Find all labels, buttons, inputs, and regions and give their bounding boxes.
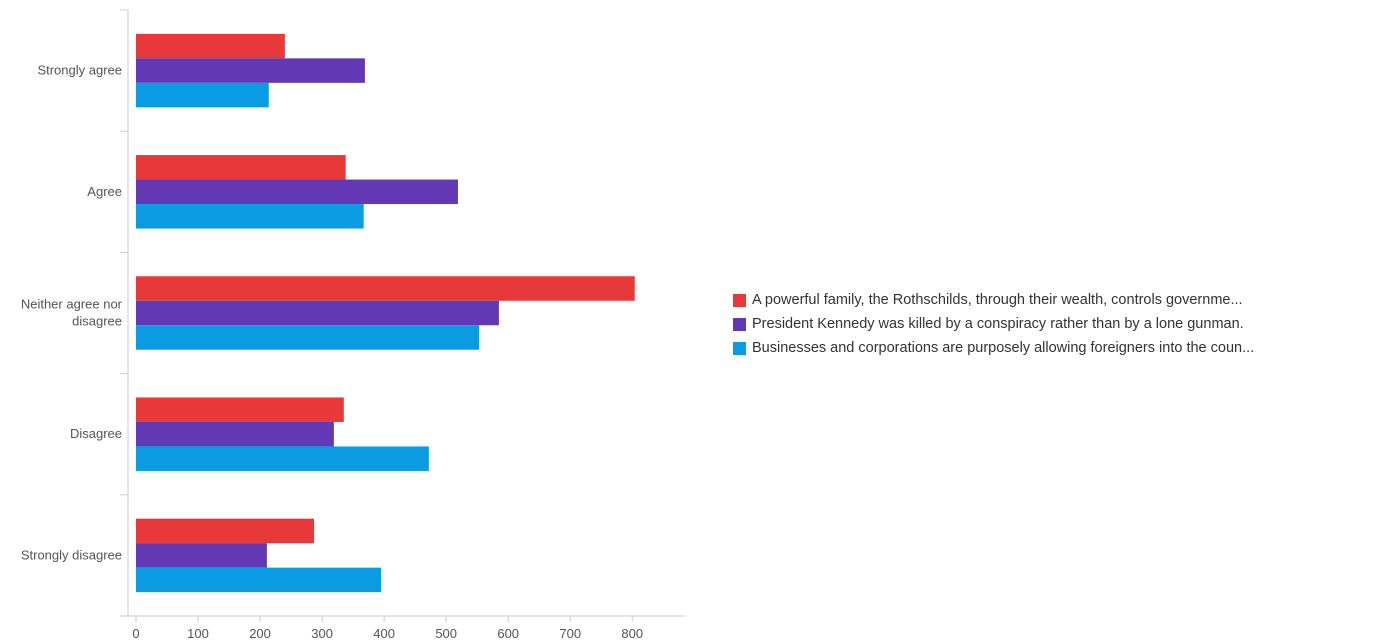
y-category-label: Strongly disagree xyxy=(21,547,122,562)
chart-axes xyxy=(120,9,685,617)
x-tick-label: 800 xyxy=(621,626,643,641)
legend-label: Businesses and corporations are purposel… xyxy=(752,340,1255,356)
legend-item-kennedy[interactable]: President Kennedy was killed by a conspi… xyxy=(733,312,1254,336)
y-category-label: Agree xyxy=(87,184,122,199)
bar[interactable] xyxy=(136,204,364,229)
bar[interactable] xyxy=(136,325,480,350)
x-tick-label: 600 xyxy=(497,626,519,641)
x-tick-label: 700 xyxy=(559,626,581,641)
y-category-label: Disagree xyxy=(70,426,122,441)
x-tick-label: 500 xyxy=(435,626,457,641)
bar[interactable] xyxy=(136,82,269,108)
bar[interactable] xyxy=(136,397,344,422)
y-category-label: Strongly agree xyxy=(37,63,122,78)
bar[interactable] xyxy=(136,58,365,83)
chart-legend: A powerful family, the Rothschilds, thro… xyxy=(733,288,1254,360)
x-tick-label: 200 xyxy=(249,626,271,641)
bar[interactable] xyxy=(136,155,346,180)
legend-item-rothschilds[interactable]: A powerful family, the Rothschilds, thro… xyxy=(733,288,1254,312)
bar[interactable] xyxy=(136,446,429,471)
legend-label: President Kennedy was killed by a conspi… xyxy=(752,316,1244,332)
bar[interactable] xyxy=(136,421,334,447)
bar[interactable] xyxy=(136,300,499,326)
chart-bars xyxy=(136,33,635,593)
bar[interactable] xyxy=(136,567,382,593)
bar[interactable] xyxy=(136,518,315,544)
x-tick-label: 100 xyxy=(187,626,209,641)
y-axis-labels: Strongly agree Agree Neither agree nor disa… xyxy=(21,63,123,563)
legend-swatch xyxy=(733,317,746,331)
x-tick-label: 0 xyxy=(132,626,139,641)
bar[interactable] xyxy=(136,276,635,301)
bar[interactable] xyxy=(136,179,458,205)
legend-label: A powerful family, the Rothschilds, thro… xyxy=(752,292,1243,308)
legend-swatch xyxy=(733,293,746,307)
legend-item-businesses[interactable]: Businesses and corporations are purposel… xyxy=(733,336,1254,360)
y-category-label: Neither agree nor disagree xyxy=(21,297,123,329)
bar[interactable] xyxy=(136,33,285,59)
x-tick-label: 400 xyxy=(373,626,395,641)
x-tick-label: 300 xyxy=(311,626,333,641)
x-axis-ticks: 0 100 200 300 400 500 600 700 800 xyxy=(132,616,643,641)
legend-swatch xyxy=(733,341,746,355)
bar[interactable] xyxy=(136,543,267,568)
